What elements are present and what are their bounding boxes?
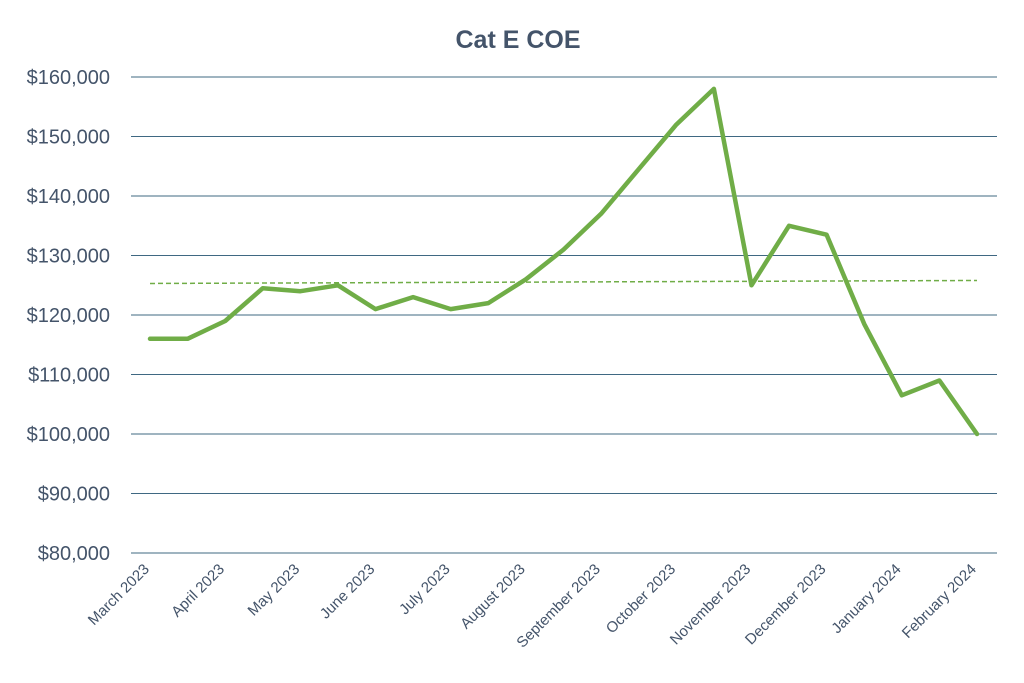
x-tick-label: October 2023 bbox=[603, 561, 679, 637]
x-tick-label: December 2023 bbox=[742, 561, 829, 648]
y-tick-label: $150,000 bbox=[27, 127, 110, 149]
y-tick-label: $110,000 bbox=[28, 365, 110, 387]
y-tick-label: $130,000 bbox=[27, 246, 110, 268]
x-tick-label: August 2023 bbox=[457, 561, 529, 633]
series-line bbox=[147, 86, 980, 437]
gridlines bbox=[131, 76, 997, 554]
y-tick-label: $140,000 bbox=[27, 186, 110, 208]
x-tick-label: July 2023 bbox=[396, 561, 453, 618]
y-axis-tick-labels: $80,000 $90,000 $100,000 $110,000 $120,000 $1… bbox=[27, 67, 110, 565]
x-tick-label: February 2024 bbox=[899, 561, 980, 642]
x-tick-label: November 2023 bbox=[667, 561, 754, 648]
chart-title: Cat E COE bbox=[455, 26, 580, 54]
series-layer bbox=[147, 86, 980, 437]
y-tick-label: $100,000 bbox=[27, 424, 110, 446]
x-tick-label: January 2024 bbox=[828, 561, 904, 637]
y-tick-label: $160,000 bbox=[27, 67, 110, 89]
y-tick-label: $80,000 bbox=[38, 543, 110, 565]
x-tick-label: June 2023 bbox=[317, 561, 379, 623]
x-tick-label: May 2023 bbox=[245, 561, 304, 620]
trendline bbox=[149, 279, 978, 285]
x-axis-tick-labels: March 2023 April 2023 May 2023 June 2023 Jul… bbox=[85, 561, 980, 651]
y-tick-label: $120,000 bbox=[27, 305, 110, 327]
y-tick-label: $90,000 bbox=[38, 484, 110, 506]
x-tick-label: April 2023 bbox=[168, 561, 228, 621]
x-tick-label: March 2023 bbox=[85, 561, 153, 629]
